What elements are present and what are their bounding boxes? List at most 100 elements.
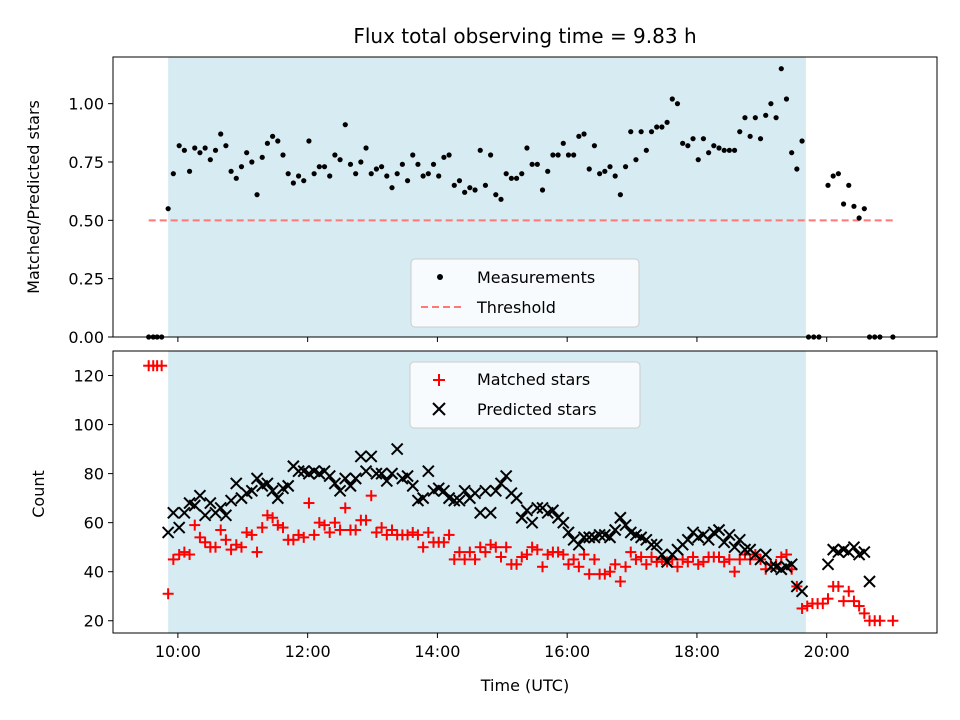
matched-stars-point (199, 536, 211, 548)
measurement-point (228, 168, 234, 174)
predicted-stars-point (619, 518, 632, 532)
matched-stars-point (184, 549, 196, 561)
matched-stars-point (479, 546, 491, 558)
measurement-point (643, 147, 649, 153)
matched-stars-point (526, 541, 538, 553)
y-tick-label: 100 (73, 416, 104, 435)
measurement-point (835, 171, 841, 177)
matched-stars-point (438, 536, 450, 548)
measurement-point (462, 189, 468, 195)
measurement-point (420, 173, 426, 179)
y-tick-label: 1.00 (68, 95, 104, 114)
matched-stars-point (277, 522, 289, 534)
measurement-point (192, 145, 198, 151)
matched-stars-point (542, 549, 554, 561)
measurement-point (576, 133, 582, 139)
measurement-point (757, 136, 764, 142)
measurement-point (550, 152, 556, 158)
matched-stars-point (562, 558, 574, 570)
matched-stars-point (832, 580, 844, 592)
predicted-stars-point (546, 504, 560, 517)
matched-stars-point (360, 514, 372, 526)
matched-stars-point (313, 517, 325, 529)
measurement-point (430, 161, 437, 167)
measurement-point (353, 171, 359, 177)
measurement-point (524, 145, 530, 151)
measurement-point (659, 124, 665, 130)
predicted-stars-point (474, 506, 487, 520)
measurement-point (363, 145, 369, 151)
predicted-stars-point (214, 501, 227, 515)
measurement-point (290, 180, 296, 186)
predicted-stars-point (717, 536, 731, 549)
predicted-stars-point (422, 464, 435, 478)
matched-stars-point (588, 553, 600, 565)
measurement-point (170, 171, 176, 177)
predicted-stars-point (292, 464, 305, 478)
predicted-stars-point (785, 558, 798, 571)
matched-stars-point (267, 512, 279, 524)
matched-stars-point (298, 531, 310, 543)
predicted-stars-point (161, 526, 175, 539)
matched-stars-point (220, 534, 232, 546)
measurement-point (394, 171, 400, 177)
predicted-stars-point (354, 450, 368, 463)
predicted-stars-point (499, 469, 513, 483)
matched-stars-point (630, 553, 642, 565)
measurement-point (270, 133, 276, 139)
matched-stars-point (853, 600, 865, 612)
measurement-point (622, 164, 629, 170)
matched-stars-point (573, 561, 585, 573)
matched-stars-point (303, 497, 315, 509)
matched-stars-point (729, 566, 741, 578)
measurement-point (768, 101, 774, 107)
matched-stars-point (485, 539, 497, 551)
matched-stars-point (365, 490, 377, 502)
matched-stars-point (568, 553, 580, 565)
matched-stars-point (775, 551, 787, 563)
x-tick-label: 14:00 (414, 642, 460, 661)
legend-measurements-marker (437, 274, 443, 280)
predicted-stars-point (245, 484, 259, 497)
measurement-point (186, 168, 193, 174)
top-y-axis-label: Matched/Predicted stars (24, 100, 43, 294)
predicted-stars-point (557, 516, 570, 529)
measurement-point (244, 150, 250, 156)
matched-stars-point (599, 568, 611, 580)
matched-stars-point (194, 531, 206, 543)
predicted-stars-point (489, 484, 503, 497)
measurement-point (633, 157, 639, 163)
predicted-stars-point (458, 484, 471, 497)
legend-threshold-label: Threshold (476, 298, 556, 317)
x-axis-label: Time (UTC) (480, 676, 569, 695)
matched-stars-point (874, 615, 886, 627)
measurement-point (778, 66, 784, 72)
predicted-stars-point (702, 533, 715, 547)
measurement-point (789, 150, 795, 156)
matched-stars-point (583, 568, 595, 580)
matched-stars-point (350, 524, 362, 536)
matched-stars-point (651, 556, 663, 568)
predicted-stars-point (479, 484, 492, 497)
y-tick-label: 40 (84, 563, 104, 582)
predicted-stars-point (681, 533, 695, 547)
measurement-point (555, 152, 561, 158)
matched-stars-point (178, 546, 190, 558)
measurement-point (726, 147, 732, 153)
matched-stars-point (459, 553, 471, 565)
measurement-point (181, 147, 187, 153)
legend-matched-marker (433, 374, 445, 386)
measurement-point (306, 138, 312, 144)
predicted-stars-point (764, 560, 778, 573)
matched-stars-point (646, 551, 658, 563)
matched-stars-point (495, 551, 507, 563)
matched-stars-point (620, 561, 632, 573)
measurement-point (165, 206, 171, 212)
matched-stars-point (801, 600, 813, 612)
measurement-point (706, 150, 712, 156)
predicted-stars-point (193, 489, 207, 502)
measurement-point (752, 115, 758, 121)
y-tick-label: 60 (84, 514, 104, 533)
predicted-stars-point (525, 516, 539, 529)
